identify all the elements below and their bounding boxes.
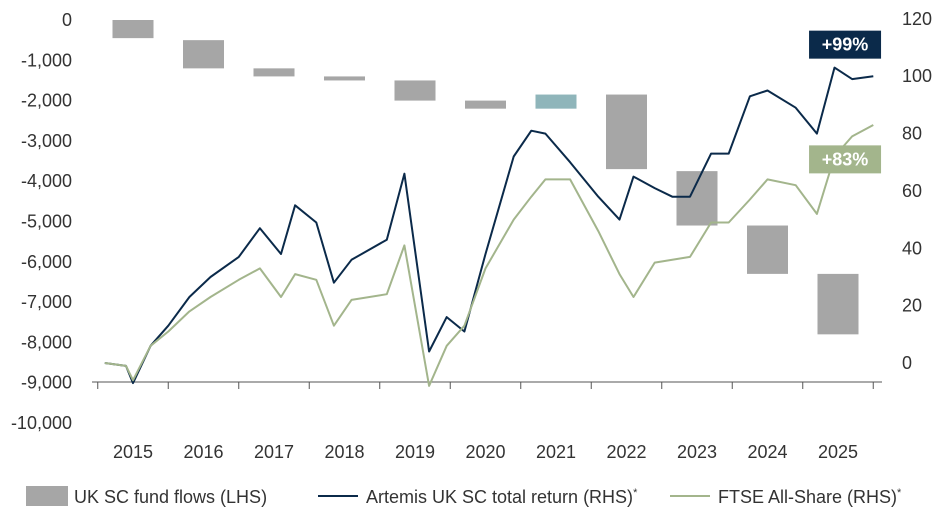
left-axis-ticks: 0 -1,000 -2,000 -3,000 -4,000 -5,000 -6,000 -7,… xyxy=(11,10,72,433)
legend-label-ftse-text: FTSE All-Share (RHS) xyxy=(718,487,897,507)
flow-bar xyxy=(535,94,577,109)
flow-bar xyxy=(112,20,154,39)
x-tick-label: 2018 xyxy=(324,442,364,462)
flow-bar xyxy=(324,76,365,81)
badge-label: +99% xyxy=(822,35,869,55)
artemis-return-badge: +99% xyxy=(809,30,882,59)
right-tick-label: 120 xyxy=(902,9,932,29)
left-tick-label: -5,000 xyxy=(21,212,72,232)
left-tick-label: -7,000 xyxy=(21,292,72,312)
right-tick-label: 20 xyxy=(902,296,922,316)
artemis-line xyxy=(104,66,874,385)
x-axis-ticks: 2015 2016 2017 2018 2019 2020 2021 2022 2023 2024… xyxy=(97,382,874,462)
flow-bar xyxy=(394,80,436,101)
annotations: +99% +83% xyxy=(809,30,882,174)
left-tick-label: 0 xyxy=(62,10,72,30)
ftse-line xyxy=(104,124,874,387)
legend-label-artemis: Artemis UK SC total return (RHS)* xyxy=(366,487,638,507)
bar-series xyxy=(112,20,859,335)
right-axis-ticks: 0 20 40 60 80 100 120 xyxy=(902,9,932,373)
legend-label-ftse-mark: * xyxy=(897,487,902,499)
line-series xyxy=(104,66,874,387)
legend: UK SC fund flows (LHS) Artemis UK SC tot… xyxy=(26,486,902,507)
right-tick-label: 80 xyxy=(902,124,922,144)
badge-background xyxy=(809,145,882,174)
badge-background xyxy=(809,30,882,59)
left-tick-label: -8,000 xyxy=(21,332,72,352)
x-tick-label: 2023 xyxy=(677,442,717,462)
badge-label: +83% xyxy=(822,149,869,169)
x-tick-label: 2024 xyxy=(747,442,787,462)
flow-bar xyxy=(183,40,224,69)
legend-label-ftse: FTSE All-Share (RHS)* xyxy=(718,487,902,507)
x-tick-label: 2025 xyxy=(818,442,858,462)
legend-label-bars: UK SC fund flows (LHS) xyxy=(74,487,267,507)
x-tick-label: 2019 xyxy=(395,442,435,462)
ftse-return-badge: +83% xyxy=(809,145,882,174)
right-tick-label: 100 xyxy=(902,66,932,86)
flow-bar xyxy=(606,94,647,170)
left-tick-label: -4,000 xyxy=(21,171,72,191)
legend-swatch-bars xyxy=(26,486,68,506)
right-tick-label: 40 xyxy=(902,238,922,258)
flow-bar xyxy=(747,225,788,274)
flow-bar xyxy=(253,68,295,77)
flow-bar xyxy=(676,171,718,226)
left-tick-label: -6,000 xyxy=(21,252,72,272)
x-tick-label: 2015 xyxy=(113,442,153,462)
flow-bar xyxy=(817,273,859,335)
legend-label-artemis-text: Artemis UK SC total return (RHS) xyxy=(366,487,633,507)
left-tick-label: -10,000 xyxy=(11,413,72,433)
left-tick-label: -9,000 xyxy=(21,373,72,393)
right-tick-label: 60 xyxy=(902,181,922,201)
left-tick-label: -2,000 xyxy=(21,91,72,111)
x-tick-label: 2020 xyxy=(465,442,505,462)
x-tick-label: 2022 xyxy=(606,442,646,462)
legend-label-artemis-mark: * xyxy=(633,487,638,499)
left-tick-label: -1,000 xyxy=(21,50,72,70)
right-tick-label: 0 xyxy=(902,353,912,373)
left-tick-label: -3,000 xyxy=(21,131,72,151)
flow-bar xyxy=(465,100,506,109)
x-tick-label: 2017 xyxy=(254,442,294,462)
x-tick-label: 2016 xyxy=(183,442,223,462)
x-tick-label: 2021 xyxy=(536,442,576,462)
